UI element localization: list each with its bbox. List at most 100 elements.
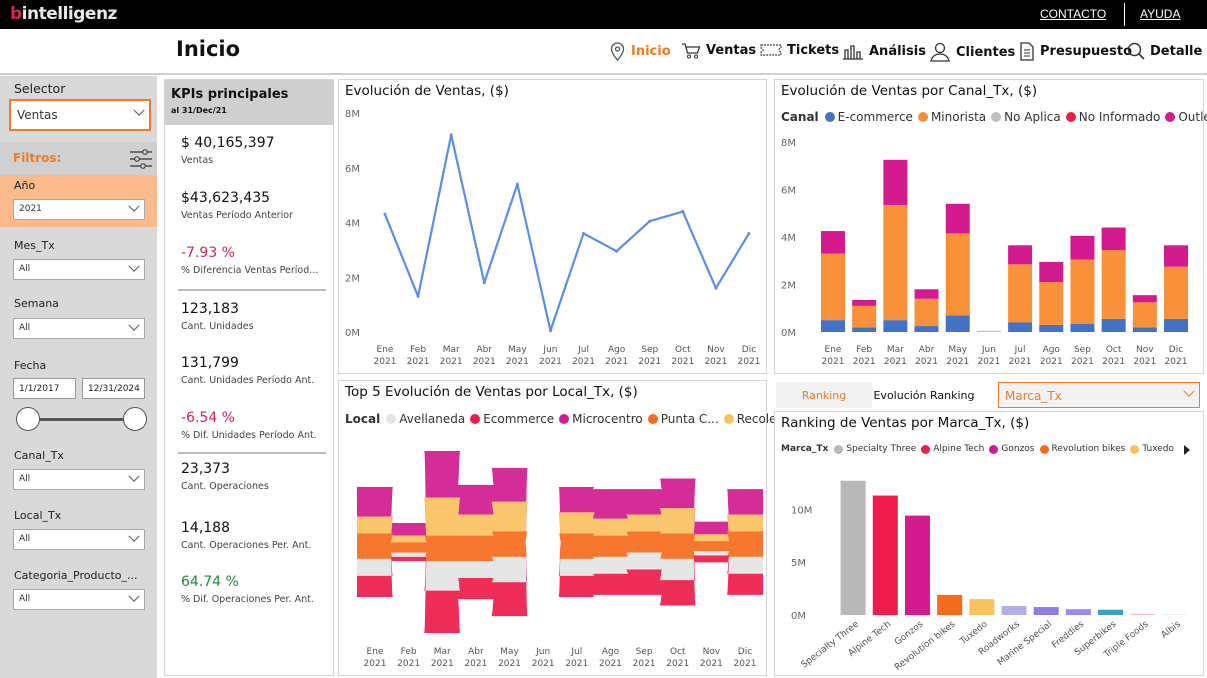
legend-item[interactable]: Avellaneda (386, 412, 465, 426)
ventas-evolution-card: Evolución de Ventas, ($) 0M 2M 4M 6M 8M Ene 20… (338, 79, 767, 374)
kpi-value: $43,623,435 (181, 190, 271, 206)
nav-label: Clientes (956, 44, 1016, 60)
bar-segment (821, 231, 845, 254)
y-tick-label: 4M (345, 219, 360, 230)
semana-value: All (19, 323, 31, 333)
data-point (515, 182, 519, 186)
marca-legend: Marca_Tx Specialty Three Alpine Tech Gon… (781, 444, 1179, 454)
x-tick-label: Mar (887, 345, 904, 355)
legend-item[interactable]: Ecommerce (470, 412, 554, 426)
x-tick-label: Oct (675, 345, 691, 355)
nav-clientes[interactable]: Clientes (929, 42, 1015, 62)
legend-item[interactable]: Tuxedo (1130, 444, 1174, 454)
canal-dropdown[interactable]: All (13, 469, 145, 490)
nav-analisis[interactable]: Análisis (842, 42, 926, 60)
x-tick-label: Nov (707, 345, 725, 355)
filter-sliders-icon[interactable] (129, 149, 153, 169)
nav-tickets[interactable]: Tickets (760, 42, 839, 58)
chevron-down-icon (128, 530, 140, 542)
bar (904, 515, 930, 615)
legend-dot (917, 112, 928, 122)
bar-segment (1132, 302, 1157, 328)
bar-segment (945, 233, 970, 316)
x-tick-label: Feb (410, 345, 426, 355)
kpi-value: -6.54 % (181, 410, 235, 426)
y-tick-label: 0M (781, 328, 796, 339)
semana-dropdown[interactable]: All (13, 318, 145, 339)
tab-ranking[interactable]: Ranking (776, 382, 872, 408)
kpi-label: Ventas (181, 155, 214, 166)
nav-label: Detalle (1150, 43, 1203, 59)
document-icon (1020, 42, 1034, 61)
legend-item[interactable]: No Informado (1065, 110, 1160, 124)
x-tick-label: Jul (1014, 345, 1026, 355)
bar-segment (883, 159, 908, 205)
legend-item[interactable]: Microcentro (559, 412, 643, 426)
legend-item[interactable]: E-commerce (824, 110, 913, 124)
bar-segment (1039, 261, 1064, 283)
fecha-slider-start-handle[interactable] (16, 407, 40, 431)
legend-item[interactable]: Revolution bikes (1039, 444, 1125, 454)
anio-dropdown[interactable]: 2021 (13, 199, 145, 220)
x-tick-label: Abr (476, 345, 492, 355)
x-tick-label: Abr (468, 647, 484, 657)
canal-label: Canal_Tx (14, 449, 64, 462)
selector-dropdown[interactable]: Ventas (9, 99, 151, 131)
marca-dropdown[interactable]: Marca_Tx (998, 382, 1200, 408)
legend-item[interactable]: Punta C... (647, 412, 719, 426)
mes-dropdown[interactable]: All (13, 259, 145, 280)
nav-inicio[interactable]: Inicio (609, 42, 671, 61)
legend-title: Canal (781, 110, 819, 124)
legend-item[interactable]: Minorista (917, 110, 986, 124)
bar-chart-icon (843, 45, 863, 60)
nav-detalle[interactable]: Detalle (1127, 42, 1202, 60)
x-tick-label: Feb (401, 647, 417, 657)
bar-segment (1039, 324, 1064, 332)
bar-segment (852, 299, 877, 306)
x-tick-label: 2021 (1165, 357, 1188, 367)
nav-presupuesto[interactable]: Presupuesto (1019, 42, 1132, 61)
x-tick-label: 2021 (1040, 357, 1063, 367)
x-tick-label: Dic (1169, 345, 1183, 355)
ayuda-link[interactable]: AYUDA (1140, 7, 1181, 21)
chart-title: Ranking de Ventas por Marca_Tx, ($) (781, 415, 1030, 431)
x-tick-label: Jul (570, 647, 582, 657)
legend-dot (559, 414, 570, 424)
bar-segment (1070, 235, 1095, 260)
anio-label: Año (14, 179, 36, 192)
legend-item[interactable]: No Aplica (991, 110, 1061, 124)
bar (840, 480, 866, 615)
y-tick-label: 6M (345, 164, 360, 175)
fecha-slider-end-handle[interactable] (123, 407, 147, 431)
data-point (582, 231, 586, 235)
chart-title: Evolución de Ventas por Canal_Tx, ($) (781, 83, 1038, 99)
search-icon (1127, 42, 1145, 60)
local-dropdown[interactable]: All (13, 529, 145, 550)
contacto-link[interactable]: CONTACTO (1040, 7, 1107, 21)
fecha-from-input[interactable]: 1/1/2017 (13, 378, 76, 399)
bar (969, 599, 995, 615)
fecha-to-input[interactable]: 12/31/2024 (82, 378, 145, 399)
bar-segment (1101, 227, 1126, 251)
data-point (648, 219, 652, 223)
tab-evolucion-ranking[interactable]: Evolución Ranking (873, 389, 975, 402)
bar-segment (1101, 318, 1126, 332)
legend-item[interactable]: Specialty Three (834, 444, 916, 454)
bar-segment (883, 204, 908, 321)
legend-item[interactable]: Alpine Tech (921, 444, 984, 454)
x-tick-label: May (948, 345, 967, 355)
x-tick-label: 2021 (1071, 357, 1094, 367)
x-tick-label: 2021 (822, 357, 845, 367)
marca-ranking-card: Ranking de Ventas por Marca_Tx, ($) Marc… (774, 411, 1204, 676)
categoria-dropdown[interactable]: All (13, 589, 145, 610)
stream-series-area (357, 542, 763, 633)
bar-segment (1008, 245, 1033, 265)
x-tick-label: Specialty Three (800, 619, 862, 670)
nav-ventas[interactable]: Ventas (681, 42, 756, 59)
local-value: All (19, 534, 31, 544)
legend-item[interactable]: Gonzos (989, 444, 1035, 454)
legend-item[interactable]: Outlet (1165, 110, 1207, 124)
x-tick-label: Nov (703, 647, 721, 657)
legend-next-arrow-icon[interactable] (1183, 445, 1191, 455)
x-tick-label: 2021 (374, 357, 397, 367)
